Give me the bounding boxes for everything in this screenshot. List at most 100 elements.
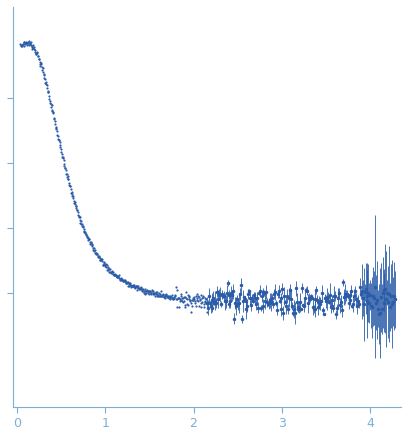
Point — [47, 97, 53, 104]
Point — [163, 291, 170, 298]
Point — [42, 78, 49, 85]
Point — [100, 261, 106, 268]
Point — [200, 301, 207, 308]
Point — [150, 288, 156, 295]
Point — [99, 256, 105, 263]
Point — [70, 193, 77, 200]
Point — [46, 93, 52, 100]
Point — [114, 273, 120, 280]
Point — [132, 283, 139, 290]
Point — [67, 183, 73, 190]
Point — [155, 292, 162, 299]
Point — [196, 295, 203, 302]
Point — [97, 254, 103, 261]
Point — [168, 294, 175, 301]
Point — [195, 292, 201, 299]
Point — [94, 250, 101, 257]
Point — [112, 272, 118, 279]
Point — [122, 277, 129, 284]
Point — [104, 267, 111, 274]
Point — [49, 108, 56, 115]
Point — [91, 244, 97, 251]
Point — [124, 280, 131, 287]
Point — [185, 291, 191, 298]
Point — [157, 292, 164, 299]
Point — [87, 238, 93, 245]
Point — [202, 294, 208, 301]
Point — [35, 53, 41, 60]
Point — [56, 139, 63, 146]
Point — [146, 287, 152, 294]
Point — [115, 274, 122, 281]
Point — [54, 132, 61, 139]
Point — [167, 295, 173, 302]
Point — [197, 296, 203, 303]
Point — [65, 175, 72, 182]
Point — [85, 235, 92, 242]
Point — [151, 290, 157, 297]
Point — [143, 288, 150, 295]
Point — [18, 42, 24, 49]
Point — [161, 294, 167, 301]
Point — [140, 287, 146, 294]
Point — [133, 282, 140, 289]
Point — [75, 209, 81, 216]
Point — [62, 165, 69, 172]
Point — [102, 261, 109, 268]
Point — [43, 81, 49, 88]
Point — [124, 282, 131, 289]
Point — [173, 284, 180, 291]
Point — [150, 291, 157, 298]
Point — [60, 157, 67, 164]
Point — [110, 270, 117, 277]
Point — [155, 293, 161, 300]
Point — [93, 250, 99, 257]
Point — [94, 251, 100, 258]
Point — [186, 296, 193, 303]
Point — [149, 289, 156, 296]
Point — [75, 211, 82, 218]
Point — [115, 273, 121, 280]
Point — [105, 264, 112, 271]
Point — [125, 278, 131, 285]
Point — [140, 285, 146, 292]
Point — [20, 42, 27, 49]
Point — [90, 244, 97, 251]
Point — [96, 253, 102, 260]
Point — [114, 274, 121, 281]
Point — [58, 150, 65, 157]
Point — [81, 227, 87, 234]
Point — [186, 292, 193, 299]
Point — [118, 277, 125, 284]
Point — [93, 250, 100, 257]
Point — [144, 287, 150, 294]
Point — [45, 88, 51, 95]
Point — [124, 279, 130, 286]
Point — [26, 38, 33, 45]
Point — [192, 298, 198, 305]
Point — [113, 273, 120, 280]
Point — [117, 275, 124, 282]
Point — [31, 44, 38, 51]
Point — [110, 270, 116, 277]
Point — [177, 298, 183, 305]
Point — [95, 253, 101, 260]
Point — [31, 45, 37, 52]
Point — [56, 137, 62, 144]
Point — [108, 268, 114, 275]
Point — [147, 290, 154, 297]
Point — [68, 189, 74, 196]
Point — [164, 292, 171, 299]
Point — [116, 275, 122, 282]
Point — [158, 292, 165, 299]
Point — [137, 284, 143, 291]
Point — [111, 272, 117, 279]
Point — [171, 293, 177, 300]
Point — [58, 146, 64, 153]
Point — [85, 235, 91, 242]
Point — [27, 40, 33, 47]
Point — [32, 50, 39, 57]
Point — [164, 293, 171, 300]
Point — [29, 45, 36, 52]
Point — [22, 38, 29, 45]
